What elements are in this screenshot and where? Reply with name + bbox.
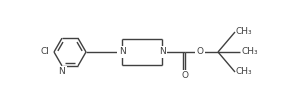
Text: O: O	[196, 47, 203, 56]
Text: Cl: Cl	[40, 47, 49, 56]
Text: N: N	[159, 47, 165, 56]
Text: N: N	[119, 47, 125, 56]
Text: O: O	[182, 71, 189, 80]
Text: N: N	[58, 67, 65, 76]
Text: CH₃: CH₃	[241, 47, 258, 56]
Text: CH₃: CH₃	[236, 28, 253, 37]
Text: CH₃: CH₃	[236, 68, 253, 77]
